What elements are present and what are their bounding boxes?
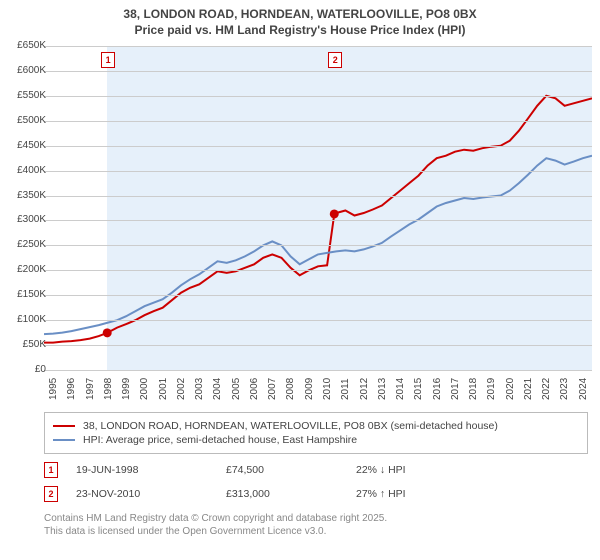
- grid-line: [44, 270, 592, 271]
- x-tick-label: 1998: [103, 378, 114, 400]
- sale-row-date: 23-NOV-2010: [76, 488, 226, 500]
- legend-swatch-price: [53, 425, 75, 427]
- y-tick-label: £550K: [6, 90, 46, 101]
- x-tick-label: 2013: [377, 378, 388, 400]
- legend-label-price: 38, LONDON ROAD, HORNDEAN, WATERLOOVILLE…: [83, 420, 498, 432]
- legend-label-hpi: HPI: Average price, semi-detached house,…: [83, 434, 357, 446]
- sale-row-price: £313,000: [226, 488, 356, 500]
- x-tick-label: 1995: [48, 378, 59, 400]
- y-tick-label: £350K: [6, 190, 46, 201]
- y-tick-label: £0: [6, 364, 46, 375]
- sale-row-date: 19-JUN-1998: [76, 464, 226, 476]
- sale-marker-dot: [330, 209, 339, 218]
- grid-line: [44, 196, 592, 197]
- grid-line: [44, 71, 592, 72]
- x-tick-label: 2006: [249, 378, 260, 400]
- y-tick-label: £450K: [6, 140, 46, 151]
- x-tick-label: 2000: [139, 378, 150, 400]
- x-tick-label: 2007: [267, 378, 278, 400]
- x-tick-label: 1996: [66, 378, 77, 400]
- x-tick-label: 2002: [176, 378, 187, 400]
- x-tick-label: 2016: [432, 378, 443, 400]
- sale-row-marker: 2: [44, 486, 58, 502]
- x-tick-label: 2012: [359, 378, 370, 400]
- sale-marker-dot: [103, 328, 112, 337]
- x-tick-label: 2019: [486, 378, 497, 400]
- grid-line: [44, 46, 592, 47]
- grid-line: [44, 295, 592, 296]
- sale-row-hpi: 22% ↓ HPI: [356, 464, 588, 476]
- x-tick-label: 2020: [505, 378, 516, 400]
- x-tick-label: 2015: [413, 378, 424, 400]
- x-tick-label: 2018: [468, 378, 479, 400]
- y-tick-label: £200K: [6, 264, 46, 275]
- grid-line: [44, 320, 592, 321]
- y-tick-label: £150K: [6, 289, 46, 300]
- y-tick-label: £650K: [6, 40, 46, 51]
- x-tick-label: 2017: [450, 378, 461, 400]
- credit-line1: Contains HM Land Registry data © Crown c…: [44, 512, 588, 525]
- sale-marker-box: 2: [328, 52, 342, 68]
- x-tick-label: 2021: [523, 378, 534, 400]
- sale-row-marker: 1: [44, 462, 58, 478]
- sales-table: 1 19-JUN-1998£74,50022% ↓ HPI 2 23-NOV-2010…: [44, 462, 588, 502]
- y-tick-label: £400K: [6, 165, 46, 176]
- x-tick-label: 2022: [541, 378, 552, 400]
- y-tick-label: £50K: [6, 339, 46, 350]
- legend-swatch-hpi: [53, 439, 75, 441]
- x-tick-label: 2005: [231, 378, 242, 400]
- legend-box: 38, LONDON ROAD, HORNDEAN, WATERLOOVILLE…: [44, 412, 588, 454]
- title-line2: Price paid vs. HM Land Registry's House …: [0, 22, 600, 38]
- grid-line: [44, 370, 592, 371]
- x-tick-label: 2011: [340, 378, 351, 400]
- grid-line: [44, 171, 592, 172]
- x-tick-label: 1999: [121, 378, 132, 400]
- chart-svg: [44, 46, 592, 370]
- grid-line: [44, 121, 592, 122]
- x-tick-label: 2001: [158, 378, 169, 400]
- x-tick-label: 2003: [194, 378, 205, 400]
- y-tick-label: £100K: [6, 314, 46, 325]
- sale-row: 1 19-JUN-1998£74,50022% ↓ HPI: [44, 462, 588, 478]
- chart-footer: 38, LONDON ROAD, HORNDEAN, WATERLOOVILLE…: [44, 412, 588, 538]
- y-tick-label: £300K: [6, 214, 46, 225]
- series-price_paid: [44, 96, 592, 343]
- y-tick-label: £250K: [6, 239, 46, 250]
- sale-row-price: £74,500: [226, 464, 356, 476]
- x-tick-label: 2023: [559, 378, 570, 400]
- x-tick-label: 2008: [285, 378, 296, 400]
- legend-row-price: 38, LONDON ROAD, HORNDEAN, WATERLOOVILLE…: [53, 420, 579, 432]
- sale-marker-box: 1: [101, 52, 115, 68]
- sale-row: 2 23-NOV-2010£313,00027% ↑ HPI: [44, 486, 588, 502]
- grid-line: [44, 146, 592, 147]
- y-tick-label: £500K: [6, 115, 46, 126]
- x-tick-label: 2010: [322, 378, 333, 400]
- credit-text: Contains HM Land Registry data © Crown c…: [44, 512, 588, 538]
- grid-line: [44, 245, 592, 246]
- chart-title: 38, LONDON ROAD, HORNDEAN, WATERLOOVILLE…: [0, 0, 600, 38]
- legend-row-hpi: HPI: Average price, semi-detached house,…: [53, 434, 579, 446]
- title-line1: 38, LONDON ROAD, HORNDEAN, WATERLOOVILLE…: [0, 6, 600, 22]
- sale-row-hpi: 27% ↑ HPI: [356, 488, 588, 500]
- y-tick-label: £600K: [6, 65, 46, 76]
- x-tick-label: 1997: [85, 378, 96, 400]
- grid-line: [44, 345, 592, 346]
- x-tick-label: 2004: [212, 378, 223, 400]
- chart-plot-area: 12: [44, 46, 592, 370]
- x-tick-label: 2014: [395, 378, 406, 400]
- x-tick-label: 2009: [304, 378, 315, 400]
- grid-line: [44, 96, 592, 97]
- grid-line: [44, 220, 592, 221]
- credit-line2: This data is licensed under the Open Gov…: [44, 525, 588, 538]
- x-tick-label: 2024: [578, 378, 589, 400]
